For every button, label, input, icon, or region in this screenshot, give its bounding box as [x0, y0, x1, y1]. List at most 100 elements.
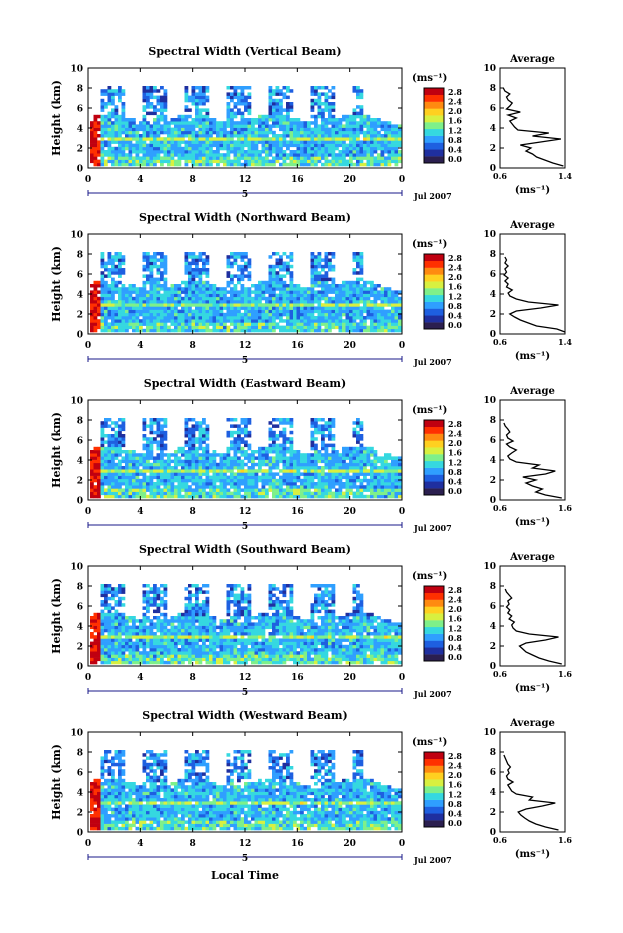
heatmap-cell: [381, 303, 385, 307]
heatmap-cell: [202, 313, 206, 317]
heatmap-cell: [370, 466, 374, 470]
heatmap-cell: [230, 306, 234, 310]
heatmap-cell: [164, 294, 168, 298]
heatmap-cell: [188, 472, 192, 476]
heatmap-cell: [237, 108, 241, 112]
heatmap-cell: [199, 121, 203, 125]
heatmap-cell: [318, 306, 322, 310]
heatmap-cell: [363, 319, 367, 323]
heatmap-cell: [143, 424, 147, 428]
heatmap-cell: [279, 469, 283, 473]
heatmap-cell: [167, 144, 171, 148]
heatmap-cell: [244, 476, 248, 480]
heatmap-cell: [143, 287, 147, 291]
heatmap-cell: [321, 476, 325, 480]
heatmap-cell: [108, 290, 112, 294]
heatmap-cell: [188, 255, 192, 259]
heatmap-cell: [111, 297, 115, 301]
heatmap-cell: [202, 284, 206, 288]
heatmap-cell: [286, 313, 290, 317]
heatmap-cell: [328, 310, 332, 314]
y-tick-label: 0: [77, 497, 83, 507]
heatmap-cell: [283, 482, 287, 486]
heatmap-cell: [290, 160, 294, 164]
heatmap-cell: [206, 128, 210, 132]
heatmap-cell: [185, 421, 189, 425]
heatmap-cell: [300, 479, 304, 483]
heatmap-cell: [276, 434, 280, 438]
heatmap-cell: [227, 450, 231, 454]
heatmap-cell: [164, 447, 168, 451]
heatmap-cell: [220, 140, 224, 144]
heatmap-cell: [356, 418, 360, 422]
heatmap-cell: [328, 319, 332, 323]
heatmap-cell: [346, 303, 350, 307]
heatmap-cell: [381, 313, 385, 317]
heatmap-cell: [167, 163, 171, 167]
heatmap-cell: [381, 316, 385, 320]
heatmap-cell: [248, 153, 252, 157]
heatmap-cell: [150, 447, 154, 451]
heatmap-cell: [234, 329, 238, 333]
heatmap-cell: [129, 466, 133, 470]
heatmap-cell: [199, 131, 203, 135]
heatmap-cell: [213, 284, 217, 288]
heatmap-cell: [279, 450, 283, 454]
heatmap-cell: [353, 329, 357, 333]
heatmap-cell: [104, 460, 108, 464]
y-tick-label: 10: [70, 65, 83, 75]
heatmap-cell: [339, 479, 343, 483]
heatmap-cell: [153, 281, 157, 285]
heatmap-cell: [237, 281, 241, 285]
heatmap-cell: [360, 112, 364, 116]
heatmap-cell: [342, 140, 346, 144]
heatmap-cell: [216, 466, 220, 470]
heatmap-cell: [192, 495, 196, 499]
heatmap-cell: [339, 306, 343, 310]
heatmap-cell: [199, 463, 203, 467]
heatmap-cell: [374, 294, 378, 298]
heatmap-cell: [132, 322, 136, 326]
heatmap-cell: [304, 144, 308, 148]
heatmap-cell: [132, 156, 136, 160]
heatmap-cell: [346, 482, 350, 486]
heatmap-cell: [241, 453, 245, 457]
heatmap-cell: [262, 469, 266, 473]
heatmap-cell: [178, 156, 182, 160]
heatmap-cell: [234, 115, 238, 119]
heatmap-cell: [146, 444, 150, 448]
heatmap-cell: [328, 284, 332, 288]
heatmap-cell: [293, 472, 297, 476]
heatmap-cell: [356, 485, 360, 489]
heatmap-cell: [377, 163, 381, 167]
heatmap-cell: [97, 144, 101, 148]
heatmap-cell: [370, 150, 374, 154]
heatmap-cell: [290, 479, 294, 483]
heatmap-cell: [174, 300, 178, 304]
heatmap-cell: [314, 160, 318, 164]
heatmap-cell: [300, 316, 304, 320]
heatmap-cell: [248, 134, 252, 138]
heatmap-cell: [234, 297, 238, 301]
heatmap-cell: [94, 619, 98, 623]
heatmap-cell: [311, 313, 315, 317]
heatmap-cell: [325, 466, 329, 470]
y-tick-label: 8: [77, 251, 83, 261]
heatmap-cell: [108, 99, 112, 103]
heatmap-cell: [332, 306, 336, 310]
heatmap-cell: [318, 294, 322, 298]
heatmap-cell: [293, 329, 297, 333]
heatmap-cell: [342, 466, 346, 470]
heatmap-cell: [363, 326, 367, 330]
heatmap-cell: [230, 329, 234, 333]
heatmap-cell: [206, 150, 210, 154]
heatmap-cell: [199, 128, 203, 132]
heatmap-cell: [321, 278, 325, 282]
heatmap-cell: [132, 495, 136, 499]
heatmap-cell: [293, 124, 297, 128]
heatmap-cell: [118, 485, 122, 489]
heatmap-cell: [307, 160, 311, 164]
heatmap-cell: [300, 153, 304, 157]
heatmap-cell: [132, 319, 136, 323]
heatmap-cell: [136, 492, 140, 496]
